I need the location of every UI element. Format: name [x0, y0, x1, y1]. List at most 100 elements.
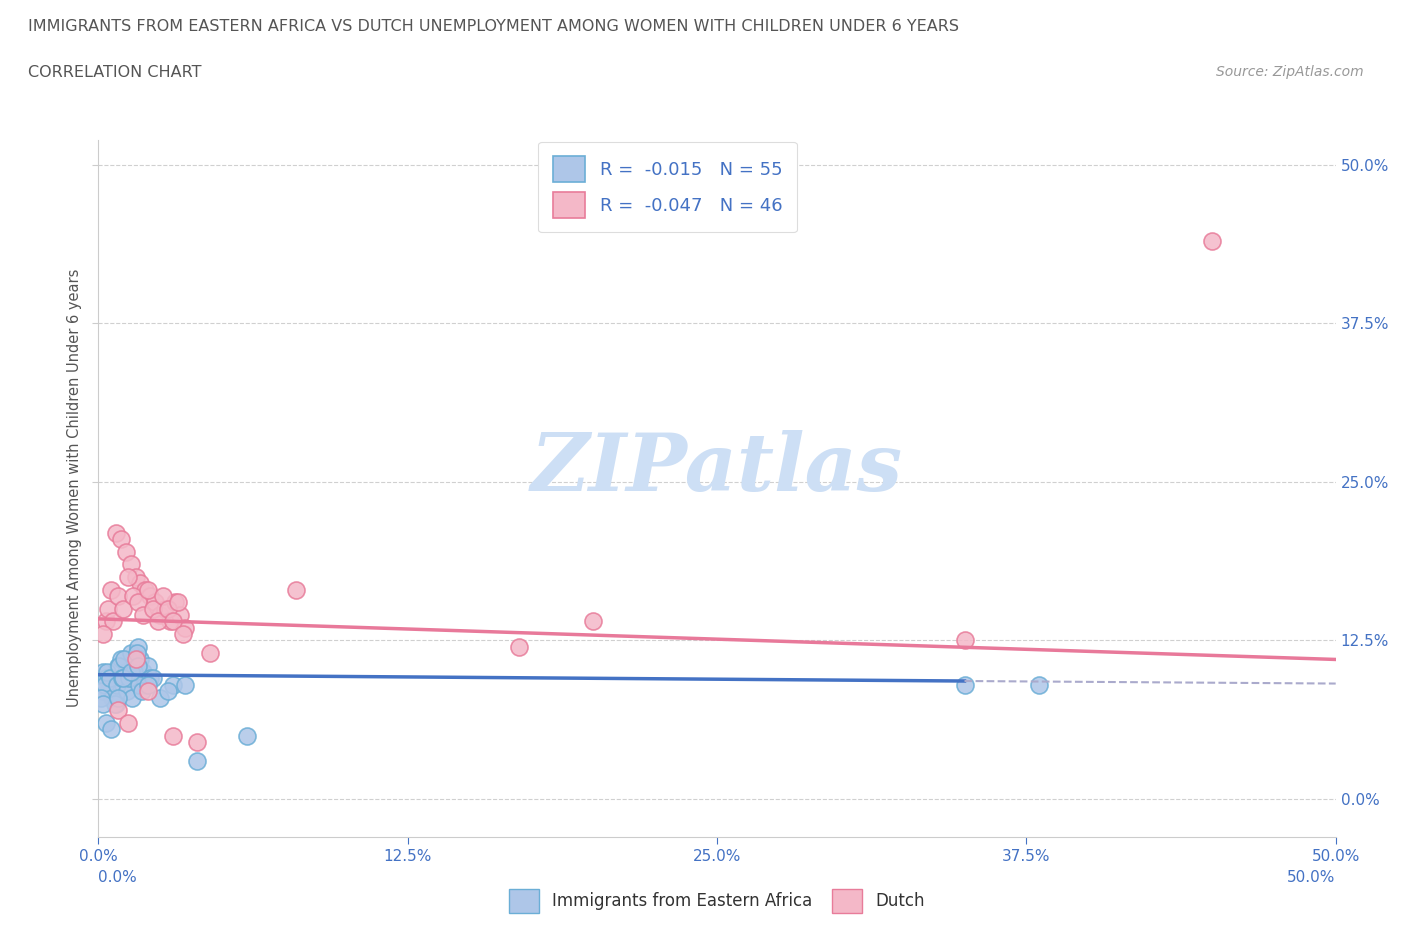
Point: [155, 602, 177, 617]
Point: [122, 658, 145, 673]
Point: [93, 677, 115, 692]
Point: [186, 753, 208, 768]
Y-axis label: Unemployment Among Women with Children Under 6 years: Unemployment Among Women with Children U…: [66, 269, 82, 708]
Point: [149, 607, 172, 622]
Point: [90, 690, 112, 705]
Point: [118, 671, 141, 686]
Point: [100, 677, 122, 692]
Point: [582, 614, 605, 629]
Point: [132, 607, 155, 622]
Point: [120, 645, 142, 660]
Point: [103, 614, 125, 629]
Point: [122, 589, 145, 604]
Point: [172, 627, 194, 642]
Point: [93, 665, 115, 680]
Point: [97, 602, 120, 617]
Point: [156, 602, 179, 617]
Point: [114, 665, 136, 680]
Point: [165, 595, 187, 610]
Point: [142, 671, 165, 686]
Point: [146, 614, 169, 629]
Point: [124, 665, 146, 680]
Point: [114, 544, 136, 559]
Point: [162, 728, 184, 743]
Point: [100, 582, 122, 597]
Point: [98, 671, 121, 686]
Point: [110, 532, 132, 547]
Point: [953, 633, 976, 648]
Point: [120, 557, 142, 572]
Point: [125, 645, 148, 660]
Point: [162, 677, 184, 692]
Point: [127, 639, 149, 654]
Point: [94, 671, 117, 686]
Point: [94, 614, 117, 629]
Point: [103, 697, 125, 711]
Point: [124, 569, 146, 584]
Point: [127, 595, 149, 610]
Point: [104, 525, 127, 540]
Point: [100, 722, 122, 737]
Point: [93, 697, 115, 711]
Point: [96, 665, 118, 680]
Point: [236, 728, 259, 743]
Point: [169, 607, 191, 622]
Point: [139, 671, 162, 686]
Point: [136, 658, 159, 673]
Point: [121, 690, 143, 705]
Point: [124, 652, 146, 667]
Point: [136, 677, 159, 692]
Point: [134, 677, 156, 692]
Point: [136, 582, 159, 597]
Point: [128, 677, 150, 692]
Point: [143, 595, 166, 610]
Point: [134, 582, 156, 597]
Point: [112, 652, 135, 667]
Point: [159, 614, 181, 629]
Point: [186, 735, 208, 750]
Point: [104, 697, 127, 711]
Point: [110, 652, 132, 667]
Text: CORRELATION CHART: CORRELATION CHART: [28, 65, 201, 80]
Point: [152, 589, 174, 604]
Point: [156, 684, 179, 698]
Point: [142, 602, 165, 617]
Text: 0.0%: 0.0%: [98, 870, 138, 884]
Point: [132, 665, 155, 680]
Point: [136, 684, 159, 698]
Point: [508, 639, 530, 654]
Point: [162, 614, 184, 629]
Point: [117, 715, 139, 730]
Point: [107, 703, 129, 718]
Point: [111, 671, 134, 686]
Point: [149, 690, 172, 705]
Text: 50.0%: 50.0%: [1288, 870, 1336, 884]
Point: [124, 671, 146, 686]
Point: [120, 665, 142, 680]
Point: [108, 658, 131, 673]
Point: [1201, 233, 1223, 248]
Point: [166, 595, 188, 610]
Point: [131, 684, 153, 698]
Point: [107, 658, 129, 673]
Text: IMMIGRANTS FROM EASTERN AFRICA VS DUTCH UNEMPLOYMENT AMONG WOMEN WITH CHILDREN U: IMMIGRANTS FROM EASTERN AFRICA VS DUTCH …: [28, 19, 959, 33]
Text: Source: ZipAtlas.com: Source: ZipAtlas.com: [1216, 65, 1364, 79]
Point: [174, 677, 197, 692]
Point: [112, 602, 135, 617]
Point: [117, 671, 139, 686]
Point: [285, 582, 308, 597]
Point: [91, 684, 114, 698]
Point: [103, 690, 125, 705]
Point: [127, 658, 149, 673]
Point: [97, 684, 120, 698]
Legend: Immigrants from Eastern Africa, Dutch: Immigrants from Eastern Africa, Dutch: [502, 883, 932, 920]
Point: [139, 589, 162, 604]
Point: [115, 684, 138, 698]
Point: [117, 569, 139, 584]
Point: [112, 671, 135, 686]
Point: [174, 620, 197, 635]
Point: [93, 627, 115, 642]
Point: [1028, 677, 1050, 692]
Point: [112, 677, 135, 692]
Point: [105, 677, 128, 692]
